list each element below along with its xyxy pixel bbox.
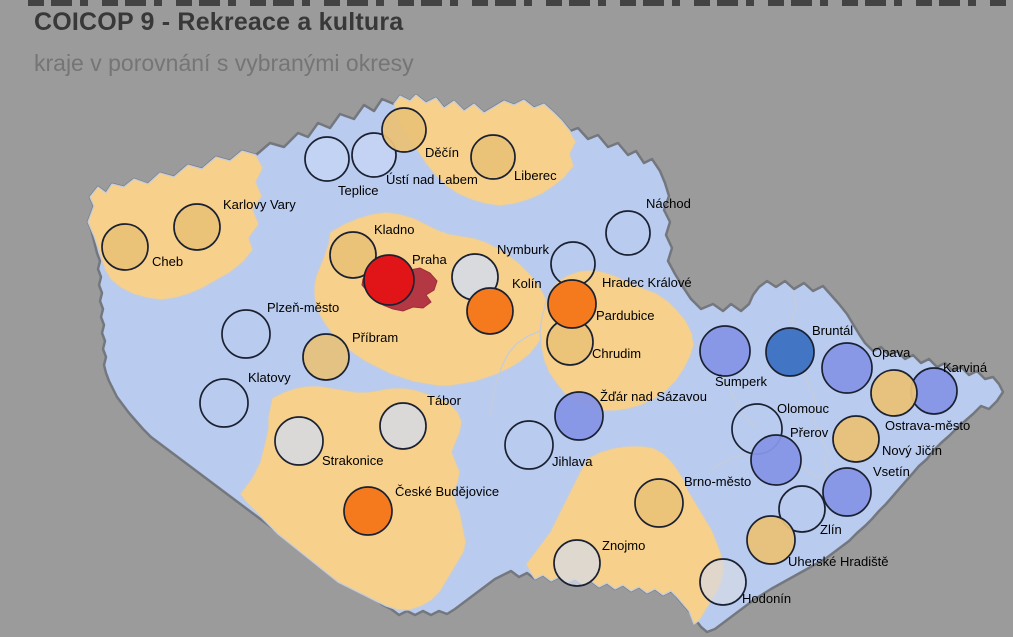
district-label: Jihlava [552,454,593,469]
district-label: České Budějovice [395,484,499,499]
district-label: Chrudim [592,346,641,361]
district-label: Zlín [820,522,842,537]
district-circle[interactable] [765,327,815,377]
district-label: Liberec [514,168,557,183]
district-label: Vsetín [873,464,910,479]
district-circle[interactable] [746,515,796,565]
district-circle[interactable] [466,287,514,335]
district-label: Opava [872,345,911,360]
district-circle[interactable] [199,378,249,428]
district-label: Praha [412,252,447,267]
district-circle[interactable] [699,325,751,377]
district-label: Tábor [427,393,462,408]
district-circle[interactable] [351,132,397,178]
district-circle[interactable] [101,223,149,271]
district-label: Klatovy [248,370,291,385]
district-label: Šumperk [715,374,768,389]
district-label: Znojmo [602,538,645,553]
page-subtitle: kraje v porovnání s vybranými okresy [34,50,414,76]
district-label: Strakonice [322,453,383,468]
district-label: Žďár nad Sázavou [600,389,707,404]
district-label: Cheb [152,254,183,269]
district-circle[interactable] [605,210,651,256]
district-label: Bruntál [812,323,853,338]
district-circle[interactable] [343,486,393,536]
district-label: Kolín [512,276,542,291]
district-circle[interactable] [822,467,872,517]
district-label: Kladno [374,222,414,237]
district-circle[interactable] [379,402,427,450]
district-circle[interactable] [304,136,350,182]
district-label: Ústí nad Labem [386,172,478,187]
district-circle[interactable] [553,539,601,587]
district-label: Teplice [338,183,378,198]
district-label: Hodonín [742,591,791,606]
district-circle[interactable] [554,391,604,441]
district-circle[interactable] [363,254,415,306]
district-circle[interactable] [381,107,427,153]
district-circle[interactable] [750,434,802,486]
district-layer: Teplice Ústí nad Labem Děčín Liberec Cheb Kar… [101,107,988,606]
district-label: Uherské Hradiště [788,554,888,569]
district-circle[interactable] [504,420,554,470]
district-label: Děčín [425,145,459,160]
page-title: COICOP 9 - Rekreace a kultura [34,8,404,36]
district-circle[interactable] [470,134,516,180]
district-circle[interactable] [329,231,377,279]
district-label: Pardubice [596,308,655,323]
district-label: Příbram [352,330,398,345]
district-circle[interactable] [821,342,873,394]
district-circle[interactable] [302,333,350,381]
district-label: Olomouc [777,401,830,416]
district-circle[interactable] [221,309,271,359]
district-label: Brno-město [684,474,751,489]
district-label: Přerov [790,425,829,440]
district-label: Nymburk [497,242,550,257]
district-circle[interactable] [699,558,747,606]
district-circle[interactable] [778,485,826,533]
district-circle[interactable] [870,369,918,417]
district-label: Karlovy Vary [223,197,296,212]
district-label: Plzeň-město [267,300,339,315]
district-circle[interactable] [832,415,880,463]
district-label: Ostrava-město [885,418,970,433]
district-circle[interactable] [274,416,324,466]
clipped-text-remnant [28,0,1013,6]
district-label: Náchod [646,196,691,211]
district-label: Nový Jičín [882,443,942,458]
district-label: Karviná [943,360,988,375]
district-circle[interactable] [173,203,221,251]
district-label: Hradec Králové [602,275,692,290]
district-circle[interactable] [547,279,597,329]
district-circle[interactable] [634,478,684,528]
